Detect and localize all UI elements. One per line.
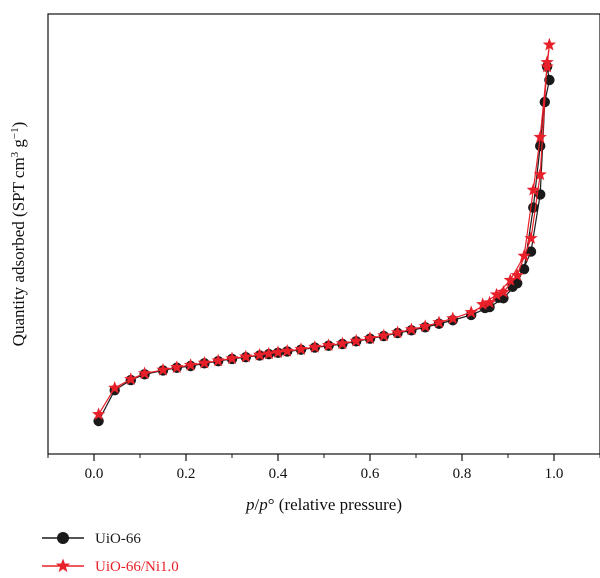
series-uio66-ni [92, 38, 556, 420]
data-point-circle [528, 202, 538, 212]
legend-marker-circle [57, 532, 69, 544]
x-tick-label: 0.6 [361, 466, 380, 482]
x-tick-label: 0.2 [177, 466, 196, 482]
legend-item-uio66: UiO-66 [42, 531, 141, 547]
plot-frame [48, 14, 600, 454]
plot-axes [48, 14, 600, 454]
x-tick-label: 0.8 [453, 466, 472, 482]
x-tick-label: 1.0 [545, 466, 564, 482]
series-line [99, 45, 550, 415]
legend-item-uio66-ni: UiO-66/Ni1.0 [42, 559, 179, 576]
legend-label-uio66: UiO-66 [95, 531, 141, 547]
legend-label-uio66-ni: UiO-66/Ni1.0 [95, 559, 179, 575]
x-tick-label: 0.0 [85, 466, 104, 482]
data-series [92, 38, 556, 426]
legend-marker-star [56, 559, 70, 573]
legend: UiO-66 UiO-66/Ni1.0 [42, 531, 179, 575]
y-axis-title: Quantity adsorbed (SPT cm3 g−1) [9, 122, 28, 347]
data-point-circle [93, 416, 103, 426]
x-tick-label: 0.4 [269, 466, 288, 482]
x-axis-title: p/p° (relative pressure) [245, 495, 402, 514]
x-ticks: 0.0 0.2 0.4 0.6 0.8 1.0 [48, 454, 600, 482]
